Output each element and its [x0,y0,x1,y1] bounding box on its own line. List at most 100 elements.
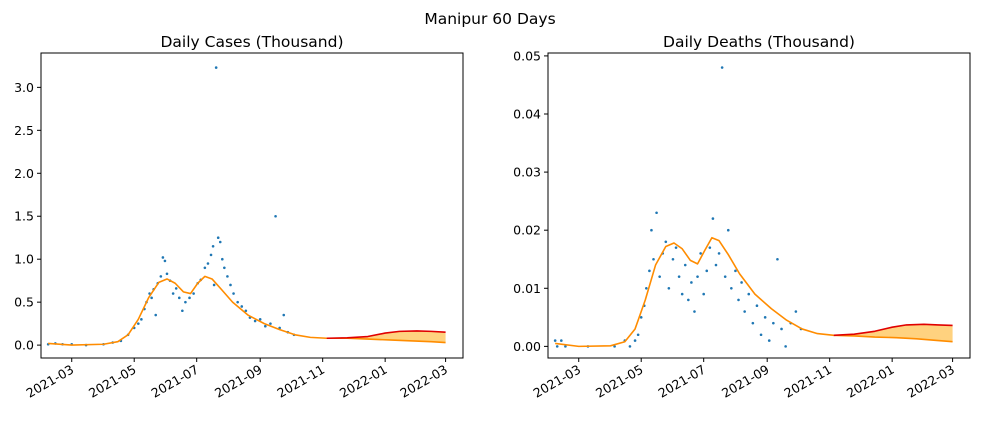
data-point-deaths-31 [702,292,705,296]
x-tick-label-deaths-4: 2021-11 [781,362,834,401]
x-tick-label-cases-1: 2021-05 [86,362,139,401]
axes-frame-cases [40,52,464,359]
x-tick-label-cases-2: 2021-07 [148,362,201,401]
data-point-cases-30 [192,292,195,295]
data-point-deaths-24 [680,292,684,296]
data-point-deaths-48 [759,333,763,337]
upper-forecast-line-deaths [833,323,953,337]
data-point-cases-27 [181,309,184,313]
x-tick-label-deaths-5: 2022-01 [844,362,897,401]
data-point-cases-34 [206,262,210,265]
data-point-deaths-30 [699,252,702,255]
data-point-deaths-42 [737,298,740,302]
x-tick-label-deaths-6: 2022-03 [904,362,957,401]
y-tick-label-deaths-1: 0.01 [513,281,541,296]
data-point-cases-28 [184,300,187,304]
y-tick-label-deaths-0: 0.00 [513,339,541,354]
fit-line-deaths [555,236,953,348]
data-point-deaths-9 [636,333,640,337]
data-point-deaths-13 [648,269,651,273]
data-point-cases-25 [174,287,178,290]
data-point-deaths-37 [720,66,724,69]
data-point-deaths-21 [671,257,675,261]
data-point-deaths-33 [708,246,712,249]
data-point-cases-19 [159,275,163,278]
data-point-cases-36 [211,245,215,248]
data-point-deaths-40 [730,286,733,290]
data-point-deaths-50 [767,339,771,342]
x-tick-label-deaths-1: 2021-05 [593,362,646,401]
data-point-deaths-25 [683,263,687,267]
data-point-deaths-54 [784,345,787,348]
data-point-deaths-47 [755,304,759,308]
data-point-deaths-46 [751,321,755,325]
y-tick-label-cases-5: 2.5 [14,123,34,138]
y-tick-label-cases-4: 2.0 [14,166,34,181]
y-tick-label-cases-6: 3.0 [14,80,34,95]
figure-suptitle: Manipur 60 Days [424,10,555,28]
data-point-cases-26 [177,296,181,300]
data-point-deaths-51 [772,321,775,325]
data-point-deaths-15 [652,257,655,261]
data-point-deaths-5 [613,345,616,348]
data-point-deaths-23 [677,275,681,278]
axes-frame-deaths [547,52,971,359]
y-tick-label-cases-2: 1.0 [14,252,34,267]
data-point-deaths-38 [723,275,727,278]
data-point-cases-39 [216,236,220,240]
y-tick-label-deaths-5: 0.05 [513,48,541,63]
data-point-deaths-56 [794,310,798,313]
upper-forecast-line-cases [326,330,446,340]
data-point-cases-46 [236,300,239,304]
data-point-cases-17 [154,313,158,317]
data-point-deaths-52 [776,257,779,261]
data-point-cases-43 [226,275,229,278]
x-tick-label-deaths-2: 2021-07 [655,362,708,401]
x-tick-label-cases-6: 2022-03 [397,362,450,401]
data-point-deaths-1 [555,345,559,348]
data-point-deaths-20 [667,286,671,290]
data-point-cases-24 [171,292,175,295]
data-point-cases-56 [282,313,286,317]
x-tick-label-cases-5: 2022-01 [337,362,390,401]
data-point-deaths-2 [560,339,563,342]
data-point-deaths-22 [674,246,678,249]
data-point-cases-47 [240,305,244,308]
x-tick-label-cases-0: 2021-03 [23,362,76,401]
data-point-deaths-19 [664,240,668,244]
data-point-cases-10 [137,322,140,325]
data-point-deaths-10 [639,316,643,319]
y-tick-label-deaths-4: 0.04 [513,107,541,122]
data-point-deaths-36 [717,252,721,255]
data-point-cases-42 [223,266,226,270]
data-point-deaths-0 [553,339,557,342]
data-point-deaths-49 [763,316,767,319]
data-point-cases-11 [140,318,143,321]
data-point-deaths-26 [687,298,690,302]
data-point-cases-38 [214,66,218,69]
data-point-cases-15 [150,296,153,300]
data-point-cases-35 [209,253,213,257]
data-point-cases-37 [212,283,216,287]
data-point-deaths-12 [645,286,648,290]
chart-title-cases: Daily Cases (Thousand) [160,33,343,51]
data-point-deaths-16 [655,211,658,215]
x-tick-label-deaths-3: 2021-09 [719,362,772,401]
y-tick-label-cases-0: 0.0 [14,338,34,353]
x-tick-label-cases-3: 2021-09 [212,362,265,401]
data-point-cases-29 [188,296,191,300]
data-point-deaths-7 [628,345,632,348]
data-point-cases-41 [221,257,224,261]
x-tick-label-deaths-0: 2021-03 [530,362,583,401]
fit-line-cases [48,275,446,346]
data-point-cases-44 [229,283,232,287]
data-point-deaths-27 [690,281,693,284]
data-point-cases-50 [253,319,257,323]
data-point-deaths-14 [650,228,653,232]
data-point-deaths-32 [705,269,709,273]
panel-daily-cases: Daily Cases (Thousand) 0.0 0.5 1.0 1.5 2.0 2.… [14,33,464,401]
data-point-deaths-17 [658,275,661,278]
chart-title-deaths: Daily Deaths (Thousand) [663,33,855,51]
data-point-deaths-45 [747,292,751,296]
data-point-cases-53 [269,322,272,325]
